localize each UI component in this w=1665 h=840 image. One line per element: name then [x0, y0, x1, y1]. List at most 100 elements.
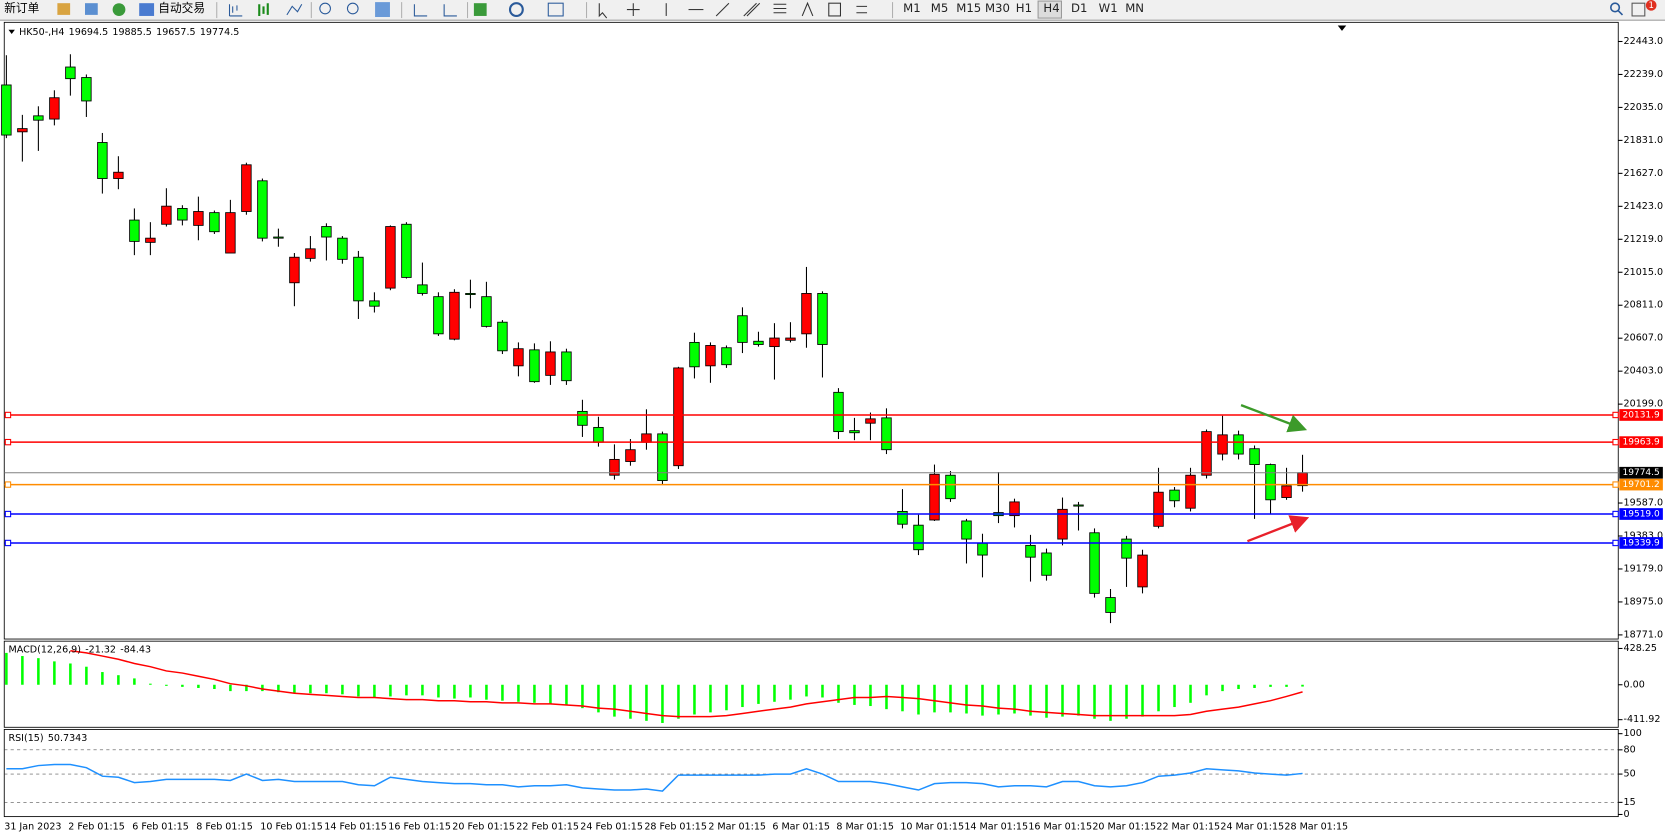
macd-bar — [677, 684, 680, 719]
candle-body — [385, 226, 396, 289]
macd-bar — [485, 684, 488, 700]
candle-body — [817, 293, 828, 345]
icon[interactable] — [139, 3, 155, 16]
macd-bar — [1109, 684, 1112, 721]
macd-panel — [3, 640, 1619, 728]
timeframe-button[interactable]: M5 — [931, 1, 949, 15]
timeframe-button[interactable]: M1 — [903, 1, 921, 15]
macd-bar — [757, 684, 760, 704]
macd-bar — [1013, 684, 1016, 714]
level-label: 19963.9 — [1622, 438, 1660, 448]
candle-body — [1201, 431, 1212, 476]
channel-tool[interactable] — [743, 2, 761, 17]
header-value: 19694.5 — [69, 26, 108, 37]
label-tool[interactable] — [828, 2, 842, 17]
macd-bar — [565, 684, 568, 705]
fibo-tool[interactable] — [773, 3, 787, 14]
candle-body — [369, 300, 380, 307]
x-tick-label: 8 Feb 01:15 — [196, 822, 253, 833]
level-handle — [4, 411, 12, 419]
x-tick-label: 28 Mar 01:15 — [1284, 822, 1348, 833]
trendline-tool[interactable] — [715, 2, 730, 17]
icon[interactable] — [547, 2, 564, 17]
candle-body — [1153, 491, 1164, 527]
icon[interactable] — [413, 4, 428, 17]
macd-bar — [405, 684, 408, 696]
auto-trading-button[interactable]: 自动交易 — [158, 1, 205, 15]
timeframe-button[interactable]: W1 — [1099, 1, 1118, 15]
y-tick-label: 21831.0 — [1624, 135, 1663, 146]
macd-bar — [165, 684, 168, 686]
arrows-tool[interactable] — [856, 5, 868, 14]
text-tool[interactable] — [801, 1, 814, 17]
macd-bar — [421, 684, 424, 696]
macd-bar — [997, 684, 1000, 715]
level-handle — [1612, 481, 1619, 488]
y-tick-label: 20199.0 — [1624, 399, 1663, 410]
macd-bar — [645, 684, 648, 721]
icon[interactable] — [508, 2, 524, 18]
candle-body — [1041, 552, 1052, 576]
timeframe-button[interactable]: M15 — [956, 1, 981, 15]
badge[interactable] — [1645, 0, 1657, 11]
candle-body — [1297, 472, 1308, 487]
macd-bar — [629, 684, 632, 719]
candle-body — [897, 511, 908, 525]
zoom-in[interactable] — [319, 2, 331, 15]
candle-body — [497, 321, 508, 352]
level-handle — [1612, 438, 1619, 446]
x-tick-label: 14 Feb 01:15 — [324, 822, 387, 833]
last-price-label-bg — [1619, 466, 1663, 479]
timeframe-button[interactable]: MN — [1125, 1, 1144, 15]
y-tick-label: 22239.0 — [1624, 69, 1663, 80]
candle-body — [737, 315, 748, 343]
macd-bar — [1061, 684, 1064, 717]
macd-bar — [917, 684, 920, 715]
macd-bar — [357, 684, 360, 697]
macd-bar — [69, 663, 72, 685]
icon[interactable] — [112, 3, 126, 16]
macd-bar — [501, 684, 504, 701]
macd-bar — [325, 684, 328, 694]
annotation-arrow — [1246, 515, 1310, 543]
level-label-bg — [1619, 537, 1663, 549]
icon[interactable] — [57, 3, 71, 15]
icon[interactable] — [85, 3, 98, 15]
icon[interactable] — [1631, 2, 1646, 17]
candle-body — [433, 296, 444, 335]
timeframe-button[interactable]: H4 — [1043, 1, 1059, 15]
search-icon[interactable] — [1610, 2, 1621, 13]
icon[interactable] — [286, 3, 303, 16]
timeframe-button[interactable]: D1 — [1071, 1, 1087, 15]
zoom-out[interactable] — [346, 2, 359, 15]
candle-body — [193, 211, 204, 226]
icon[interactable] — [443, 4, 457, 17]
macd-bar — [437, 684, 440, 698]
toolbar: 新订单 自动交易 M1 M5 M15 M30 — [0, 0, 1665, 21]
timeframe-button[interactable]: M30 — [985, 1, 1010, 15]
candle-body — [1025, 544, 1036, 558]
macd-bar — [1237, 684, 1240, 689]
macd-bar — [1045, 684, 1048, 718]
macd-bar — [533, 684, 536, 703]
shift-marker[interactable] — [1337, 25, 1347, 31]
candle-body — [17, 128, 28, 133]
macd-bar — [549, 684, 552, 704]
crosshair-tool[interactable] — [626, 3, 640, 16]
badge-count: 1 — [1648, 1, 1653, 11]
timeframe-active — [1037, 0, 1063, 19]
new-order-button[interactable]: 新订单 — [4, 1, 39, 15]
icon[interactable] — [258, 3, 269, 16]
cursor-tool[interactable] — [598, 3, 608, 19]
icon[interactable] — [375, 2, 390, 18]
macd-bar — [117, 675, 120, 685]
x-tick-label: 2 Feb 01:15 — [68, 822, 125, 833]
y-tick-label: 80 — [1624, 744, 1636, 755]
icon[interactable] — [473, 3, 487, 16]
macd-bar — [389, 684, 392, 697]
icon[interactable] — [228, 4, 243, 17]
timeframe-button[interactable]: H1 — [1016, 1, 1032, 15]
candle-body — [465, 293, 476, 295]
candle-body — [1009, 501, 1020, 517]
header-value: -84.43 — [120, 644, 151, 655]
